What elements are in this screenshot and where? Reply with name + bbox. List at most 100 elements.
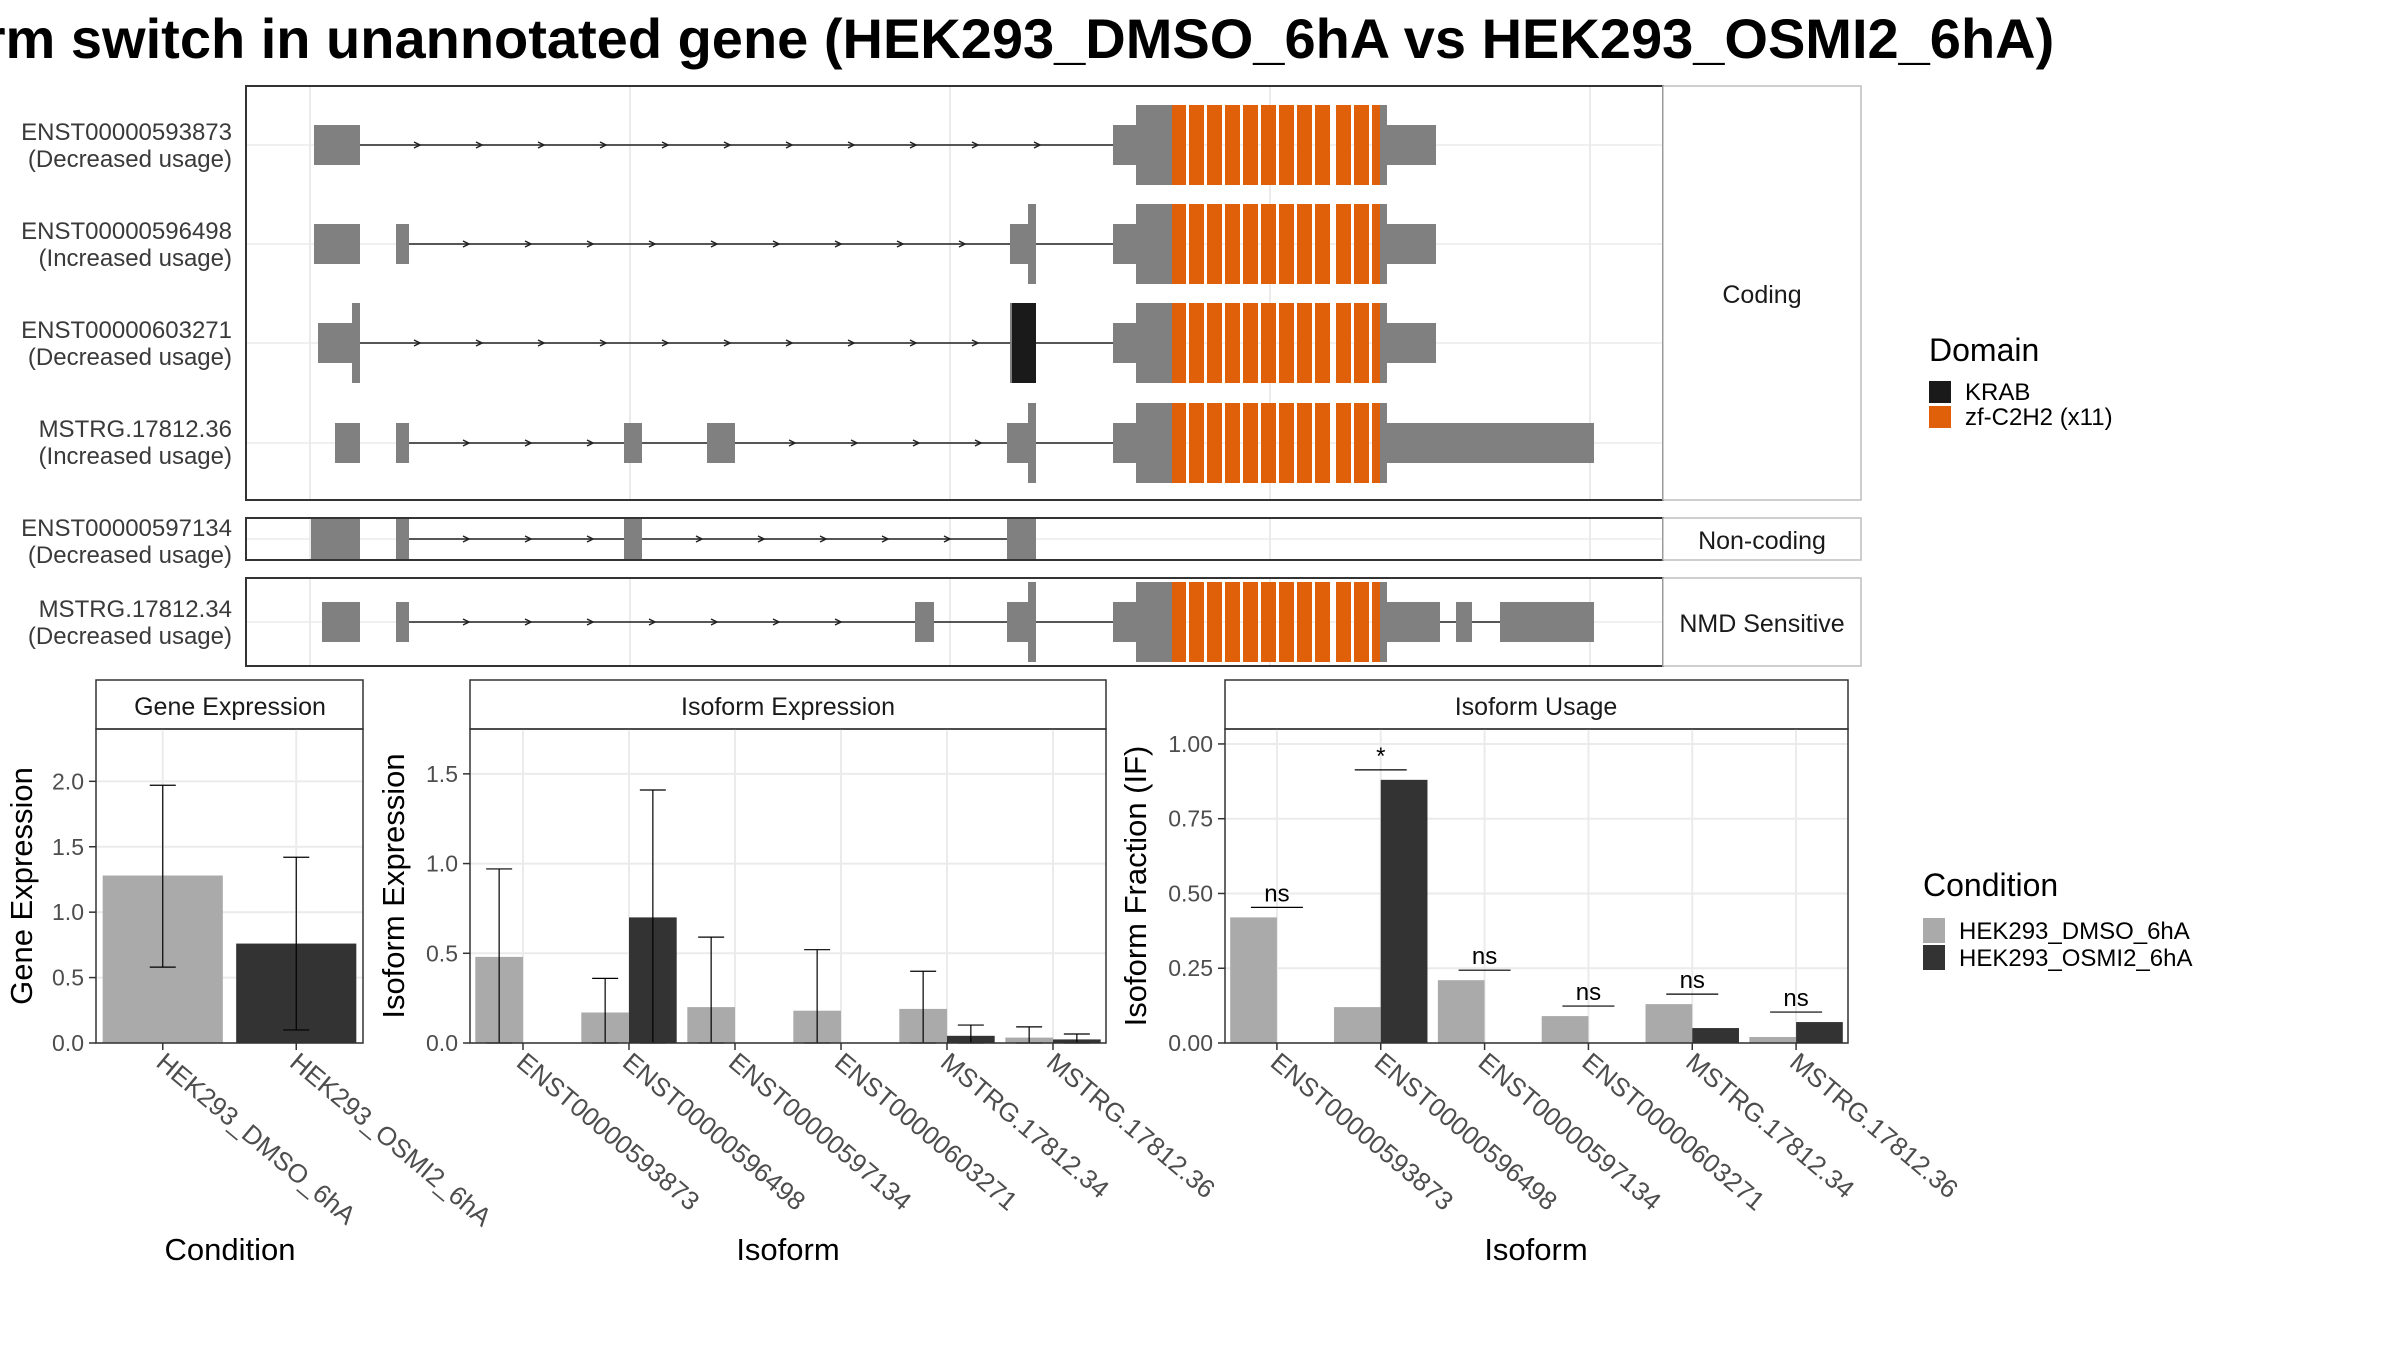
zf-domain [1336, 303, 1351, 383]
isoform-label: MSTRG.17812.36 [39, 416, 232, 443]
bar [1230, 917, 1277, 1043]
exon [1380, 582, 1387, 662]
exon [314, 224, 360, 264]
zf-domain [1336, 204, 1351, 284]
zf-domain [1297, 105, 1312, 185]
x-axis-title: Isoform [736, 1232, 839, 1267]
intron-arrow [881, 535, 890, 543]
zf-domain [1225, 403, 1240, 483]
significance-label: * [1376, 743, 1385, 770]
zf-domain [1225, 204, 1240, 284]
zf-domain [1315, 582, 1330, 662]
zf-domain [1172, 204, 1186, 284]
intron-arrow [772, 240, 781, 248]
isoform-usage-label: (Increased usage) [39, 443, 232, 470]
isoform-structure-plot: Coding Non-coding NMD Sensitive ENST0000… [21, 85, 1862, 667]
condition-legend-title: Condition [1923, 867, 2058, 903]
intron-arrow [413, 339, 422, 347]
y-tick-label: 0.75 [1168, 806, 1213, 832]
intron-arrow [710, 240, 719, 248]
y-tick-label: 0.00 [1168, 1030, 1213, 1056]
y-tick-label: 0.5 [426, 940, 458, 966]
zf-domain [1207, 204, 1222, 284]
strip-label-noncoding: Non-coding [1698, 527, 1826, 555]
x-tick-label: ENST00000593873 [511, 1047, 705, 1217]
zf-domain [1315, 303, 1330, 383]
intron-arrow [772, 618, 781, 626]
exon [1380, 204, 1387, 284]
legend-key-osmi [1923, 945, 1945, 970]
zf-domain [1297, 303, 1312, 383]
isoform-label: ENST00000593873 [21, 119, 232, 146]
panel-title: Gene Expression [134, 693, 326, 721]
zf-domain [1261, 303, 1276, 383]
intron-arrow [788, 439, 797, 447]
zf-domain [1189, 204, 1204, 284]
y-axis-title: Isoform Expression [376, 753, 411, 1018]
x-tick-label: ENST00000593873 [1265, 1047, 1459, 1217]
isoform-usage-label: (Decreased usage) [28, 344, 232, 371]
domain-legend: Domain KRAB zf-C2H2 (x11) [1929, 332, 2113, 431]
zf-domain [1354, 204, 1369, 284]
exon [1136, 582, 1172, 662]
bar [1749, 1037, 1797, 1043]
intron-arrow [834, 618, 843, 626]
bar-panels: Gene Expression0.00.51.01.52.0HEK293_DMS… [4, 679, 1964, 1267]
intron-arrow [757, 535, 766, 543]
zf-domain [1207, 403, 1222, 483]
zf-domain [1315, 204, 1330, 284]
intron-arrow [909, 141, 918, 149]
bar [1437, 980, 1485, 1043]
x-tick-label: MSTRG.17812.36 [1784, 1047, 1964, 1205]
exon [1500, 602, 1594, 642]
intron-arrow [909, 339, 918, 347]
exon [396, 224, 409, 264]
condition-legend: Condition HEK293_DMSO_6hA HEK293_OSMI2_6… [1923, 867, 2192, 972]
intron-arrow [971, 339, 980, 347]
intron-arrow [695, 535, 704, 543]
intron-arrow [524, 535, 533, 543]
significance-label: ns [1472, 943, 1497, 970]
zf-domain [1207, 582, 1222, 662]
intron-arrow [1033, 141, 1042, 149]
zf-domain [1261, 582, 1276, 662]
isoform-usage-label: (Increased usage) [39, 245, 232, 272]
y-tick-label: 0.25 [1168, 955, 1213, 981]
strip-label-coding: Coding [1722, 281, 1801, 309]
y-tick-label: 1.00 [1168, 731, 1213, 757]
intron-arrow [413, 141, 422, 149]
zf-domain [1172, 105, 1186, 185]
exon [1010, 224, 1028, 264]
significance-label: ns [1680, 967, 1705, 994]
exon [1028, 582, 1036, 662]
figure-title: Isoform switch in unannotated gene (HEK2… [0, 7, 2054, 70]
zf-domain [1225, 303, 1240, 383]
intron-arrow [586, 618, 595, 626]
intron-arrow [599, 339, 608, 347]
bar [1645, 1004, 1693, 1043]
panel-title: Isoform Expression [681, 693, 895, 721]
zf-domain [1243, 582, 1258, 662]
intron-arrow [475, 141, 484, 149]
zf-domain [1189, 403, 1204, 483]
significance-label: ns [1783, 985, 1808, 1012]
x-tick-label: ENST00000597134 [723, 1047, 917, 1217]
x-tick-label: ENST00000596498 [1369, 1047, 1563, 1217]
intron-arrow [847, 339, 856, 347]
isoform-usage-label: (Decreased usage) [28, 146, 232, 173]
exon [1380, 303, 1387, 383]
exon [396, 518, 409, 560]
intron-arrow [462, 240, 471, 248]
exon [1380, 403, 1387, 483]
zf-domain [1336, 582, 1351, 662]
exon [335, 423, 360, 463]
x-axis-title: Condition [165, 1232, 296, 1267]
exon [1136, 105, 1172, 185]
exon [1387, 602, 1440, 642]
x-tick-label: ENST00000596498 [617, 1047, 811, 1217]
zf-domain [1189, 105, 1204, 185]
zf-domain [1225, 582, 1240, 662]
bar [1334, 1007, 1381, 1043]
zf-domain [1279, 582, 1294, 662]
intron-arrow [943, 535, 952, 543]
